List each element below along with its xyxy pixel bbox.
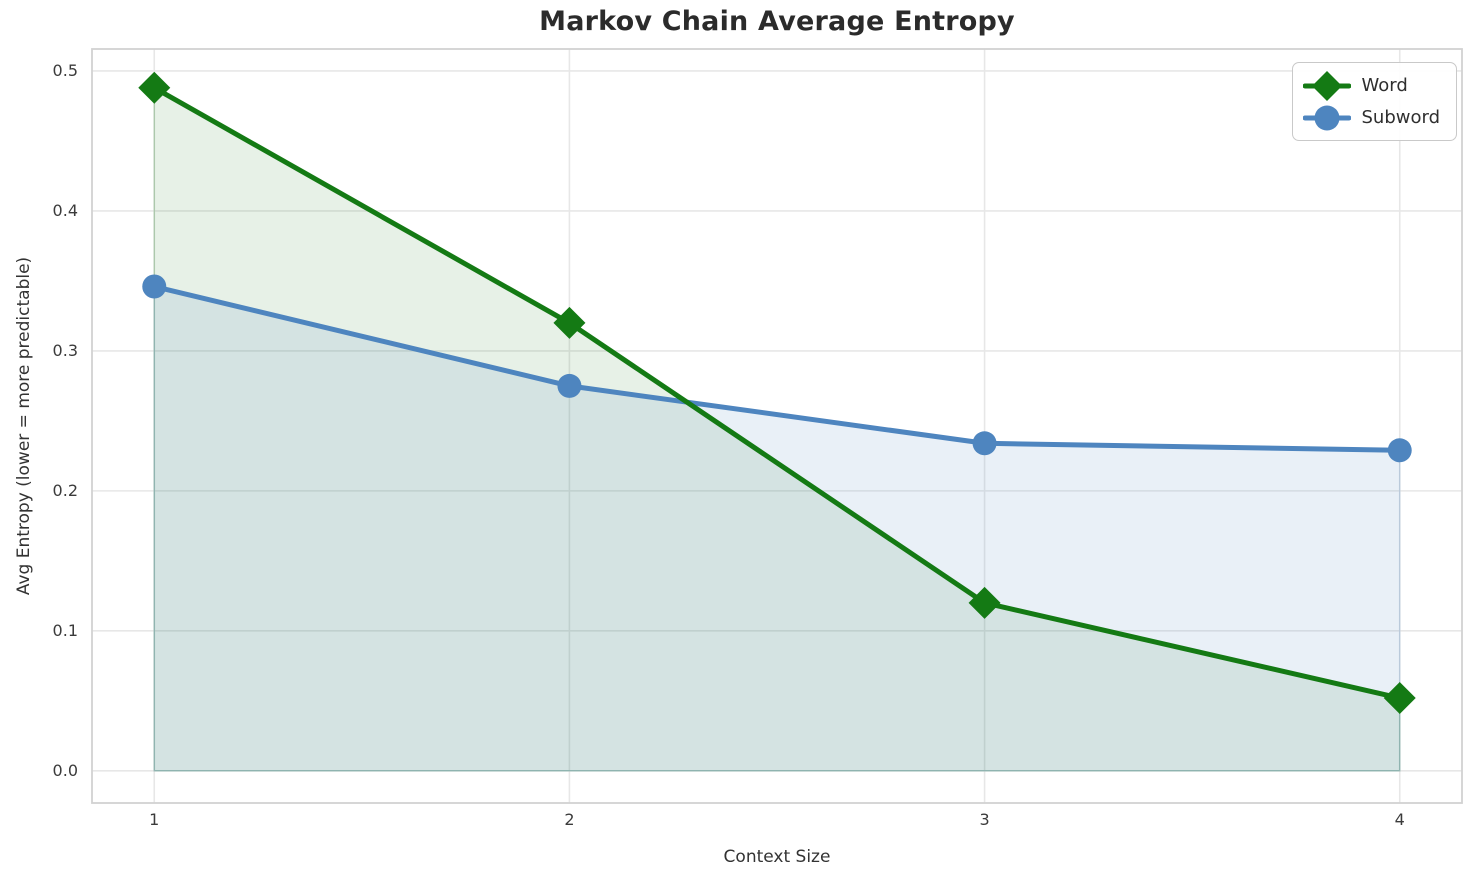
plot-spines	[91, 48, 1463, 804]
subword-circle-marker-icon	[1303, 105, 1352, 130]
y-tick-label: 0.0	[52, 760, 78, 780]
legend-label-word: Word	[1361, 74, 1408, 96]
marker-diamond-word	[138, 71, 171, 104]
marker-circle-subword	[1387, 438, 1412, 463]
series-line-subword	[151, 284, 1403, 453]
area-fill-subword	[153, 285, 1401, 772]
x-axis-label: Context Size	[723, 847, 831, 867]
legend-item-subword: Subword	[1303, 102, 1440, 133]
x-tick-label: 3	[979, 810, 990, 829]
y-tick-label: 0.3	[52, 340, 78, 360]
y-tick-label: 0.1	[52, 620, 78, 640]
marker-diamond-word	[553, 306, 586, 339]
marker-circle-subword	[142, 274, 167, 299]
series-line-word	[151, 85, 1403, 701]
x-tick-label: 4	[1394, 810, 1405, 829]
marker-circle-subword	[972, 431, 997, 456]
marker-diamond-word	[1383, 682, 1416, 715]
word-diamond-marker-icon	[1303, 70, 1352, 101]
x-tick-label: 2	[564, 810, 575, 829]
chart-title: Markov Chain Average Entropy	[539, 6, 1015, 37]
y-axis-label: Avg Entropy (lower = more predictable)	[14, 256, 34, 596]
legend-label-subword: Subword	[1361, 106, 1440, 128]
x-tick-label: 1	[149, 810, 160, 829]
y-tick-label: 0.5	[52, 60, 78, 80]
marker-circle-subword	[557, 373, 582, 398]
marker-diamond-word	[968, 586, 1001, 619]
y-tick-label: 0.2	[52, 480, 78, 500]
legend-item-word: Word	[1303, 70, 1440, 101]
y-tick-label: 0.4	[52, 200, 78, 220]
legend: Word Subword	[1292, 62, 1457, 141]
